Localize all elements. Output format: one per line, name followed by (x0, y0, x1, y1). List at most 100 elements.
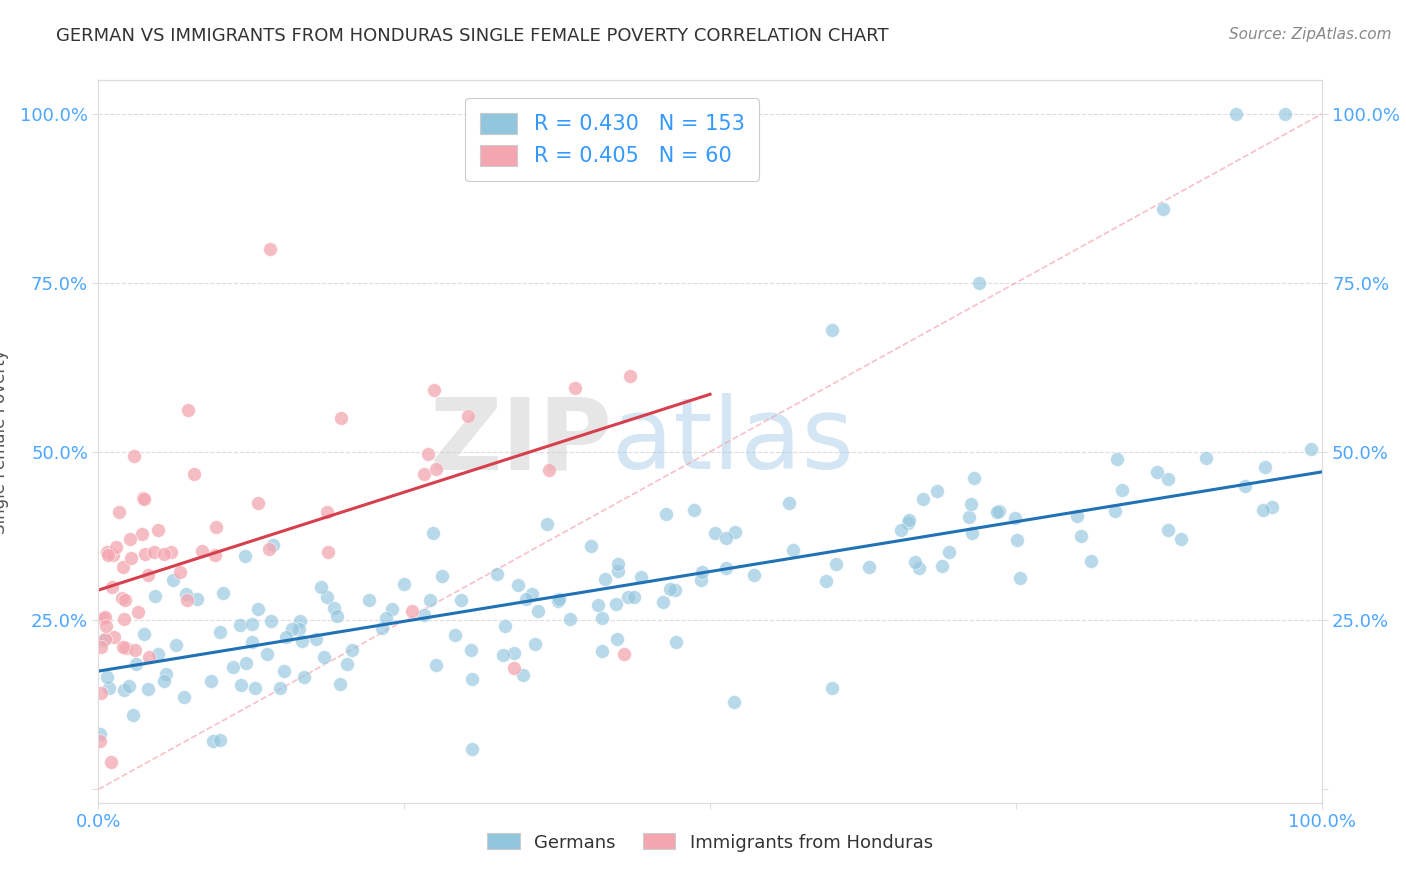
Point (522, 587, 544, 601)
Point (316, 505, 339, 519)
Point (235, 656, 257, 670)
Point (1261, 500, 1284, 514)
Point (240, 635, 263, 649)
Point (131, 491, 153, 505)
Point (651, 595, 673, 609)
Point (269, 681, 291, 695)
Point (159, 545, 181, 559)
Point (413, 608, 436, 623)
Point (658, 582, 681, 597)
Point (112, 559, 135, 574)
Point (136, 681, 159, 696)
Point (444, 628, 467, 642)
Point (315, 590, 337, 604)
Point (927, 484, 949, 499)
Point (155, 667, 177, 681)
Point (512, 668, 534, 682)
Point (104, 540, 127, 554)
Point (326, 609, 349, 624)
Point (617, 590, 640, 604)
Point (94, 632, 117, 647)
Point (1010, 572, 1032, 586)
Point (664, 582, 686, 597)
Point (204, 520, 226, 534)
Point (231, 678, 253, 692)
Point (186, 592, 208, 607)
Point (176, 593, 198, 607)
Point (821, 681, 844, 695)
Point (898, 513, 921, 527)
Point (153, 547, 176, 561)
Point (1299, 442, 1322, 456)
Point (1234, 479, 1257, 493)
Point (547, 592, 569, 607)
Point (145, 589, 167, 603)
Point (515, 591, 537, 606)
Point (814, 574, 837, 588)
Point (262, 538, 284, 552)
Point (537, 463, 560, 477)
Point (138, 567, 160, 582)
Point (316, 545, 339, 559)
Point (960, 498, 983, 512)
Point (960, 525, 983, 540)
Point (1157, 523, 1180, 537)
Point (967, 276, 990, 290)
Point (132, 626, 155, 640)
Point (486, 567, 509, 582)
Point (665, 635, 688, 649)
Point (103, 630, 125, 644)
Point (986, 505, 1008, 519)
Point (177, 402, 200, 417)
Point (142, 544, 165, 558)
Point (165, 638, 187, 652)
Point (370, 621, 392, 635)
Point (579, 539, 602, 553)
Point (96, 545, 118, 559)
Point (683, 503, 706, 517)
Point (169, 565, 191, 579)
Point (419, 593, 441, 607)
Point (1080, 554, 1102, 568)
Point (607, 557, 630, 571)
Point (202, 734, 225, 748)
Point (174, 587, 197, 601)
Point (623, 590, 645, 604)
Point (314, 650, 336, 665)
Point (1195, 451, 1218, 466)
Point (98, 681, 121, 695)
Point (547, 594, 569, 608)
Point (96, 619, 118, 633)
Point (246, 496, 269, 510)
Point (432, 568, 454, 582)
Point (605, 632, 627, 647)
Point (359, 593, 381, 607)
Point (418, 447, 440, 461)
Point (112, 640, 135, 654)
Point (125, 657, 148, 672)
Point (782, 543, 804, 558)
Point (450, 592, 472, 607)
Point (120, 551, 142, 566)
Point (524, 637, 547, 651)
Point (124, 643, 146, 657)
Point (336, 657, 359, 671)
Point (191, 544, 214, 558)
Point (211, 585, 233, 599)
Point (716, 560, 738, 574)
Point (401, 604, 423, 618)
Point (931, 558, 953, 573)
Point (111, 591, 134, 606)
Point (907, 561, 929, 575)
Point (118, 532, 141, 546)
Point (704, 525, 727, 540)
Point (502, 647, 524, 661)
Point (1105, 452, 1128, 467)
Point (204, 548, 226, 562)
Point (858, 560, 880, 574)
Point (425, 461, 447, 475)
Point (613, 647, 636, 661)
Point (461, 672, 484, 686)
Point (260, 615, 283, 629)
Legend: Germans, Immigrants from Honduras: Germans, Immigrants from Honduras (479, 826, 941, 859)
